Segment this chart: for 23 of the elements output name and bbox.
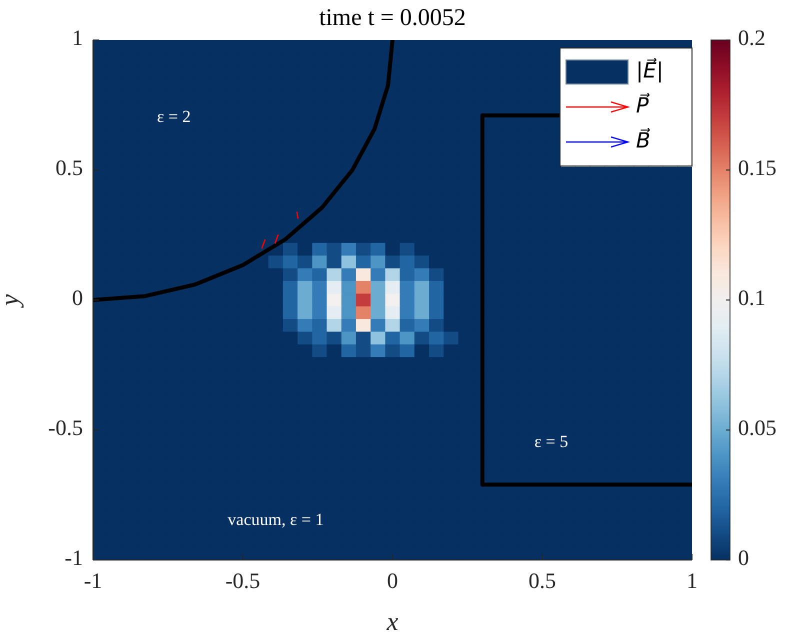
legend-label: P⃗ xyxy=(636,92,650,118)
y-tick-label: -1 xyxy=(64,545,83,570)
y-tick-label: 0.5 xyxy=(56,155,83,180)
color-bar-label: 0 xyxy=(738,545,749,570)
annotation: vacuum, ε = 1 xyxy=(228,510,324,529)
y-tick-label: 1 xyxy=(72,25,83,50)
x-tick-label: 0.5 xyxy=(528,568,556,593)
y-tick-label: 0 xyxy=(72,285,83,310)
legend-label: B⃗ xyxy=(636,128,651,153)
color-bar-label: 0.15 xyxy=(738,155,776,180)
color-bar-label: 0.05 xyxy=(738,415,776,440)
x-axis-title: x xyxy=(386,607,399,636)
y-tick-label: -0.5 xyxy=(48,415,83,440)
x-tick-label: -0.5 xyxy=(225,568,260,593)
x-tick-label: 1 xyxy=(686,568,698,593)
chart-title: time t = 0.0052 xyxy=(319,5,466,31)
x-tick-label: 0 xyxy=(387,568,398,593)
annotation: ε = 5 xyxy=(534,432,568,451)
color-bar-label: 0.2 xyxy=(738,25,766,50)
color-bar-label: 0.1 xyxy=(738,285,766,310)
y-axis-title: y xyxy=(0,294,24,309)
legend-label: |E⃗| xyxy=(636,58,664,83)
annotation: ε = 2 xyxy=(157,106,191,126)
